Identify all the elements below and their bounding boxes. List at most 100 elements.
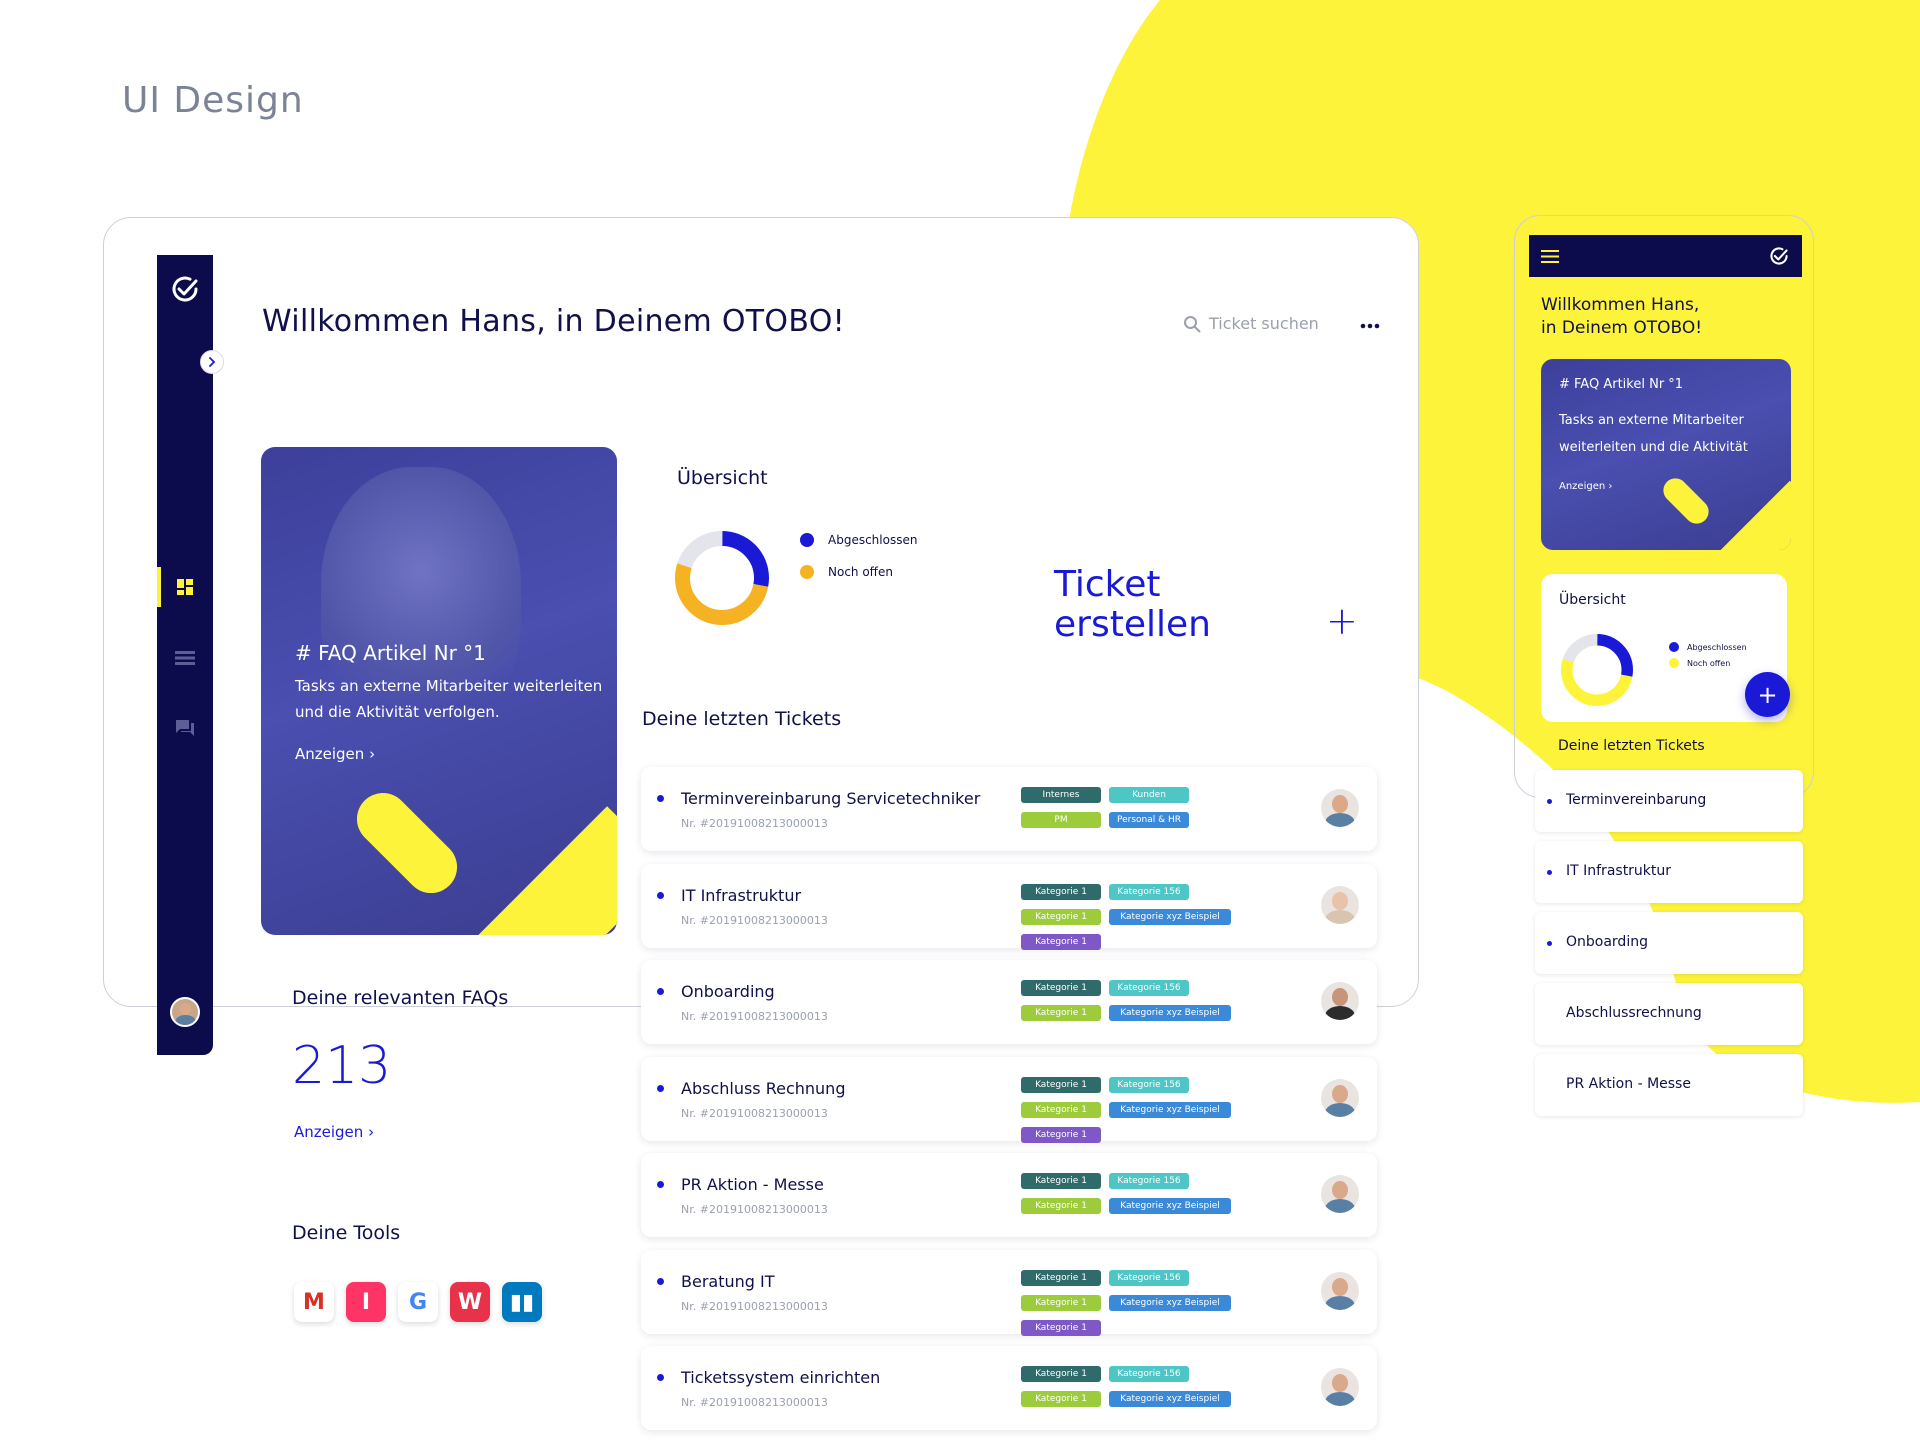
mobile-overview-donut-chart xyxy=(1561,634,1633,706)
sidebar-item-tickets[interactable] xyxy=(157,638,213,678)
ticket-tag[interactable]: Kategorie 1 xyxy=(1021,883,1101,900)
ticket-tag[interactable]: Kategorie 156 xyxy=(1109,1076,1189,1093)
ticket-title: Ticketssystem einrichten xyxy=(681,1368,881,1387)
avatar[interactable] xyxy=(170,997,200,1027)
mobile-add-ticket-button[interactable]: + xyxy=(1745,672,1790,717)
ticket-tag[interactable]: Kategorie 156 xyxy=(1109,1173,1189,1189)
overview-card: Übersicht Abgeschlossen Noch offen Ticke… xyxy=(640,447,1378,677)
ticket-tag[interactable]: Kategorie xyz Beispiel xyxy=(1109,1294,1231,1311)
sidebar-item-dashboard[interactable] xyxy=(157,567,213,607)
ticket-tags: Kategorie 1 Kategorie 156 Kategorie 1 Kateg… xyxy=(1021,980,1261,1021)
ticket-tag[interactable]: Kunden xyxy=(1109,787,1189,803)
create-ticket-button[interactable]: Ticket erstellen xyxy=(1054,565,1211,645)
avatar[interactable] xyxy=(1321,982,1359,1020)
mobile-faq-hero-title: # FAQ Artikel Nr °1 xyxy=(1559,377,1684,392)
ticket-status-dot xyxy=(657,1374,664,1381)
welcome-heading: Willkommen Hans, in Deinem OTOBO! xyxy=(262,304,845,339)
ticket-tag[interactable]: Kategorie xyz Beispiel xyxy=(1109,1391,1231,1407)
ticket-card[interactable]: Beratung IT Nr. #20191008213000013 Kategor… xyxy=(641,1249,1377,1336)
ticket-tag[interactable]: Kategorie 1 xyxy=(1021,1269,1101,1286)
avatar[interactable] xyxy=(1321,1078,1359,1117)
hamburger-icon[interactable] xyxy=(1541,250,1559,263)
ticket-tag[interactable]: Kategorie xyz Beispiel xyxy=(1109,908,1231,925)
avatar[interactable] xyxy=(1321,1271,1359,1310)
ticket-card[interactable]: Ticketssystem einrichten Nr. #20191008213… xyxy=(641,1346,1377,1430)
mobile-ticket-card[interactable]: Abschlussrechnung xyxy=(1535,983,1803,1045)
ticket-number: Nr. #20191008213000013 xyxy=(681,1106,828,1120)
mobile-faq-hero-show-link[interactable]: Anzeigen › xyxy=(1559,481,1613,492)
ticket-tag[interactable]: Kategorie 1 xyxy=(1021,1005,1101,1021)
ticket-tag[interactable]: Kategorie 1 xyxy=(1021,1198,1101,1214)
mobile-ticket-card[interactable]: PR Aktion - Messe xyxy=(1535,1054,1803,1116)
faq-show-link[interactable]: Anzeigen › xyxy=(294,1123,375,1141)
ticket-card[interactable]: Abschluss Rechnung Nr. #20191008213000013… xyxy=(641,1056,1377,1143)
search-input[interactable]: Ticket suchen xyxy=(1209,314,1319,333)
tool-trello-icon[interactable]: ▮▮ xyxy=(502,1282,542,1322)
check-circle-icon[interactable] xyxy=(169,273,201,305)
ticket-tag[interactable]: Kategorie 156 xyxy=(1109,883,1189,900)
mobile-faq-hero-card[interactable]: # FAQ Artikel Nr °1 Tasks an externe Mit… xyxy=(1541,359,1791,550)
donut-slice-2 xyxy=(675,531,769,625)
ticket-status-dot xyxy=(657,891,664,899)
donut-slice-0 xyxy=(675,531,769,625)
ticket-tag[interactable]: Kategorie 1 xyxy=(1021,933,1101,950)
ticket-tag[interactable]: Kategorie 1 xyxy=(1021,1173,1101,1189)
tool-gmail-icon[interactable]: M xyxy=(294,1282,334,1322)
mobile-ticket-card[interactable]: IT Infrastruktur xyxy=(1535,841,1803,903)
ticket-card[interactable]: Onboarding Nr. #20191008213000013 Kategori… xyxy=(641,960,1377,1044)
ticket-tags: Kategorie 1 Kategorie 156 Kategorie 1 Kateg… xyxy=(1021,1076,1261,1143)
hero-decoration-pill xyxy=(346,782,468,904)
avatar[interactable] xyxy=(1321,885,1359,924)
create-ticket-label-line2: erstellen xyxy=(1054,604,1211,645)
ticket-tag[interactable]: Kategorie 156 xyxy=(1109,1269,1189,1286)
ticket-tag[interactable]: Kategorie xyz Beispiel xyxy=(1109,1101,1231,1118)
mobile-welcome-line2: in Deinem OTOBO! xyxy=(1541,318,1703,338)
ticket-title: Onboarding xyxy=(681,982,775,1001)
ticket-search[interactable]: Ticket suchen xyxy=(1183,314,1319,333)
ticket-tag[interactable]: Kategorie 1 xyxy=(1021,1076,1101,1093)
tool-invision-icon[interactable]: I xyxy=(346,1282,386,1322)
ticket-tag[interactable]: Internes xyxy=(1021,787,1101,803)
ticket-tag[interactable]: Kategorie xyz Beispiel xyxy=(1109,1198,1231,1214)
tool-google-icon[interactable]: G xyxy=(398,1282,438,1322)
ticket-tag[interactable]: Kategorie 156 xyxy=(1109,980,1189,996)
ticket-card[interactable]: PR Aktion - Messe Nr. #20191008213000013 K… xyxy=(641,1153,1377,1237)
ticket-status-dot xyxy=(657,795,664,802)
ticket-status-dot xyxy=(657,988,664,995)
ticket-tag[interactable]: Personal & HR xyxy=(1109,812,1189,828)
ticket-number: Nr. #20191008213000013 xyxy=(681,1299,828,1313)
ticket-tag[interactable]: Kategorie 1 xyxy=(1021,1101,1101,1118)
page-title: UI Design xyxy=(122,80,304,121)
check-circle-icon[interactable] xyxy=(1768,245,1790,267)
mobile-ticket-card[interactable]: Onboarding xyxy=(1535,912,1803,974)
ticket-tag[interactable]: Kategorie 1 xyxy=(1021,1294,1101,1311)
create-ticket-label-line1: Ticket xyxy=(1054,564,1161,605)
more-horizontal-icon[interactable] xyxy=(1360,310,1380,335)
faq-count: 213 xyxy=(292,1036,392,1096)
avatar[interactable] xyxy=(1321,789,1359,827)
ticket-tag[interactable]: Kategorie 1 xyxy=(1021,1126,1101,1143)
ticket-card[interactable]: Terminvereinbarung Servicetechniker Nr. #… xyxy=(641,767,1377,851)
tools-heading: Deine Tools xyxy=(292,1222,401,1244)
ticket-tag[interactable]: Kategorie 1 xyxy=(1021,1366,1101,1382)
ticket-tag[interactable]: Kategorie 1 xyxy=(1021,1319,1101,1336)
avatar[interactable] xyxy=(1321,1175,1359,1213)
mobile-recent-tickets-heading: Deine letzten Tickets xyxy=(1558,738,1705,754)
mobile-ticket-title: Onboarding xyxy=(1566,934,1648,950)
sidebar-toggle[interactable] xyxy=(200,350,224,374)
mobile-faq-hero-description: Tasks an externe Mitarbeiter weiterleite… xyxy=(1559,413,1748,455)
avatar[interactable] xyxy=(1321,1368,1359,1406)
ticket-tag[interactable]: Kategorie xyz Beispiel xyxy=(1109,1005,1231,1021)
plus-icon[interactable]: + xyxy=(1326,599,1358,643)
tool-whiteboard-icon[interactable]: W xyxy=(450,1282,490,1322)
ticket-tag[interactable]: Kategorie 1 xyxy=(1021,1391,1101,1407)
mobile-ticket-card[interactable]: Terminvereinbarung xyxy=(1535,770,1803,832)
faq-hero-show-link[interactable]: Anzeigen › xyxy=(295,745,376,763)
sidebar-item-chat[interactable] xyxy=(157,708,213,748)
ticket-tag[interactable]: Kategorie 156 xyxy=(1109,1366,1189,1382)
ticket-tag[interactable]: Kategorie 1 xyxy=(1021,908,1101,925)
ticket-tag[interactable]: Kategorie 1 xyxy=(1021,980,1101,996)
ticket-card[interactable]: IT Infrastruktur Nr. #20191008213000013 Ka… xyxy=(641,863,1377,950)
ticket-tag[interactable]: PM xyxy=(1021,812,1101,828)
faq-hero-card[interactable]: # FAQ Artikel Nr °1 Tasks an externe Mit… xyxy=(261,447,617,935)
